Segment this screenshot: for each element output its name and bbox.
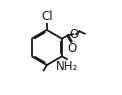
Text: O: O [70, 28, 79, 40]
Text: NH₂: NH₂ [56, 60, 78, 73]
Text: Cl: Cl [41, 10, 53, 23]
Text: O: O [68, 42, 77, 55]
